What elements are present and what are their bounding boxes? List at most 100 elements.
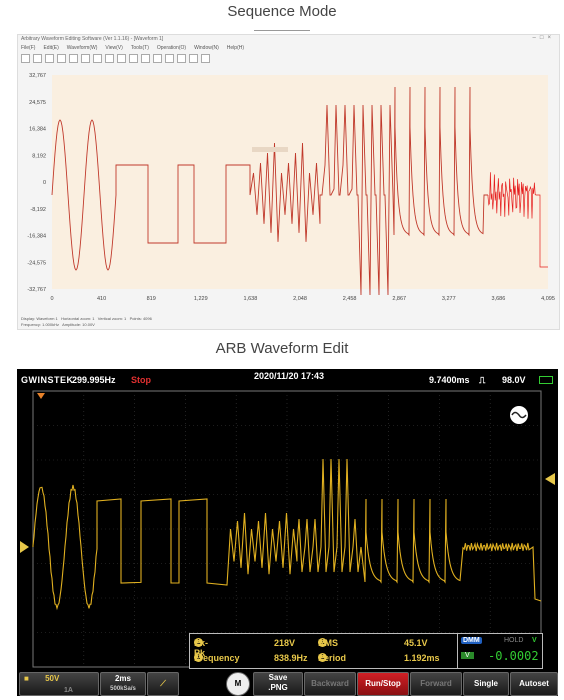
paste-icon[interactable] — [81, 54, 90, 63]
trigger-level-marker[interactable] — [545, 473, 555, 485]
y-tick-label: -8,192 — [30, 207, 46, 213]
status-amplitude: Amplitude: 10.00V — [62, 322, 95, 327]
status-points: Points: 4096 — [129, 316, 152, 321]
x-tick-label: 410 — [97, 296, 106, 302]
sample-rate: 500kSa/s — [110, 686, 136, 692]
y-tick-label: 0 — [43, 180, 46, 186]
autoset-button[interactable]: Autoset — [510, 672, 558, 696]
status-display: Display: Waveform 1 — [21, 316, 58, 321]
ch1-scale-button[interactable]: ■ 50V 1A — [19, 672, 99, 696]
meas-frequency-value: 838.9Hz — [274, 653, 308, 663]
x-tick-label: 2,048 — [293, 296, 307, 302]
x-tick-label: 3,277 — [442, 296, 456, 302]
menu-view[interactable]: View(V) — [105, 45, 123, 51]
section-title-arb: ARB Waveform Edit — [215, 340, 349, 357]
copy-icon[interactable] — [69, 54, 78, 63]
ch1-ground-marker[interactable] — [20, 541, 29, 553]
waveform-trace — [51, 86, 488, 296]
menu-m-button[interactable]: M — [226, 672, 250, 696]
line-icon[interactable] — [189, 54, 198, 63]
brand-logo: GWINSTEK — [21, 375, 74, 385]
x-tick-label: 2,458 — [343, 296, 357, 302]
trigger-level: 98.0V — [502, 375, 526, 385]
x-tick-label: 2,867 — [392, 296, 406, 302]
waveform-editor-window: Arbitrary Waveform Editing Software (Ver… — [17, 34, 560, 330]
menu-waveform[interactable]: Waveform(W) — [66, 45, 98, 51]
divider — [254, 30, 310, 31]
menu-bar: File(F) Edit(E) Waveform(W) View(V) Tool… — [18, 44, 559, 53]
timebase: 2ms — [114, 674, 131, 683]
section-title-sequence: Sequence Mode — [227, 3, 337, 20]
undo-icon[interactable] — [93, 54, 102, 63]
ch1-badge: 1 — [194, 653, 203, 662]
zoom-out-icon[interactable] — [129, 54, 138, 63]
x-tick-label: 819 — [147, 296, 156, 302]
ch1-badge: 1 — [318, 653, 327, 662]
cut-icon[interactable] — [57, 54, 66, 63]
single-button[interactable]: Single — [463, 672, 509, 696]
timebase-button[interactable]: 2ms 500kSa/s — [100, 672, 146, 696]
window-controls[interactable]: –□× — [532, 35, 555, 41]
menu-edit[interactable]: Edit(E) — [43, 45, 59, 51]
sine-icon[interactable] — [141, 54, 150, 63]
square-icon[interactable] — [153, 54, 162, 63]
forward-button[interactable]: Forward — [410, 672, 462, 696]
oscilloscope-screen: GWINSTEK 299.995Hz Stop 2020/11/20 17:43… — [17, 369, 558, 696]
meas-period-value: 1.192ms — [404, 653, 440, 663]
x-tick-label: 3,686 — [492, 296, 506, 302]
toolbar — [18, 53, 559, 64]
trigger-position-marker[interactable] — [37, 393, 45, 399]
waveform-plot[interactable]: 32,767 24,575 16,384 8,192 0 -8,192 -16,384 -24… — [18, 67, 559, 315]
acquisition-state: Stop — [131, 375, 151, 385]
y-tick-label: -16,384 — [27, 234, 46, 240]
ch1-icon: ■ — [24, 674, 29, 683]
status-hzoom: Horizontal zoom: 1 — [61, 316, 95, 321]
ramp-icon[interactable] — [165, 54, 174, 63]
scope-status-bar: GWINSTEK 299.995Hz Stop 2020/11/20 17:43… — [17, 369, 558, 391]
menu-window[interactable]: Window(N) — [194, 45, 219, 51]
ch1-trace — [32, 458, 542, 611]
save-png-button[interactable]: Save .PNG — [253, 672, 303, 696]
open-icon[interactable] — [33, 54, 42, 63]
meas-rms-value: 45.1V — [404, 638, 428, 648]
noise-icon[interactable] — [177, 54, 186, 63]
datetime: 2020/11/20 17:43 — [254, 371, 325, 381]
zoom-in-icon[interactable] — [117, 54, 126, 63]
softkey-bar: ■ 50V 1A 2ms 500kSa/s ⟋ M Save .PNG Back… — [17, 669, 558, 696]
dmm-panel[interactable]: DMM HOLD V V -0.0002 — [457, 633, 543, 669]
ch1-badge: 1 — [318, 638, 327, 647]
menu-help[interactable]: Help(H) — [226, 45, 245, 51]
trigger-button[interactable]: ⟋ — [147, 672, 179, 696]
redo-icon[interactable] — [105, 54, 114, 63]
status-bar: Display: Waveform 1 Horizontal zoom: 1 V… — [18, 316, 559, 329]
menu-file[interactable]: File(F) — [21, 45, 36, 51]
run-stop-button[interactable]: Run/Stop — [357, 672, 409, 696]
x-tick-label: 1,638 — [244, 296, 258, 302]
trigger-icon: ⟋ — [160, 679, 166, 688]
dmm-value: -0.0002 — [488, 649, 539, 663]
trigger-edge-icon: ⎍ — [479, 375, 486, 385]
dmm-label: DMM — [461, 637, 482, 644]
battery-icon — [539, 376, 553, 384]
y-tick-label: -32,767 — [27, 287, 46, 293]
send-icon[interactable] — [201, 54, 210, 63]
ch1-badge: 1 — [194, 638, 203, 647]
y-tick-label: 8,192 — [32, 153, 46, 159]
noise-segment — [487, 172, 548, 268]
ch1-scale: 50V — [45, 674, 60, 683]
menu-operation[interactable]: Operation(O) — [156, 45, 187, 51]
dmm-hold: HOLD — [504, 637, 524, 644]
save-icon[interactable] — [45, 54, 54, 63]
menu-tools[interactable]: Tools(T) — [130, 45, 149, 51]
dmm-mode: V — [461, 652, 474, 659]
status-frequency: Frequency: 1.000kHz — [21, 322, 60, 327]
y-tick-label: -24,575 — [27, 260, 46, 266]
new-icon[interactable] — [21, 54, 30, 63]
x-tick-label: 1,229 — [194, 296, 208, 302]
scope-graticule[interactable] — [17, 369, 558, 696]
y-tick-label: 32,767 — [29, 73, 46, 79]
backward-button[interactable]: Backward — [304, 672, 356, 696]
plot-watermark — [252, 147, 288, 152]
x-tick-label: 4,095 — [541, 296, 555, 302]
